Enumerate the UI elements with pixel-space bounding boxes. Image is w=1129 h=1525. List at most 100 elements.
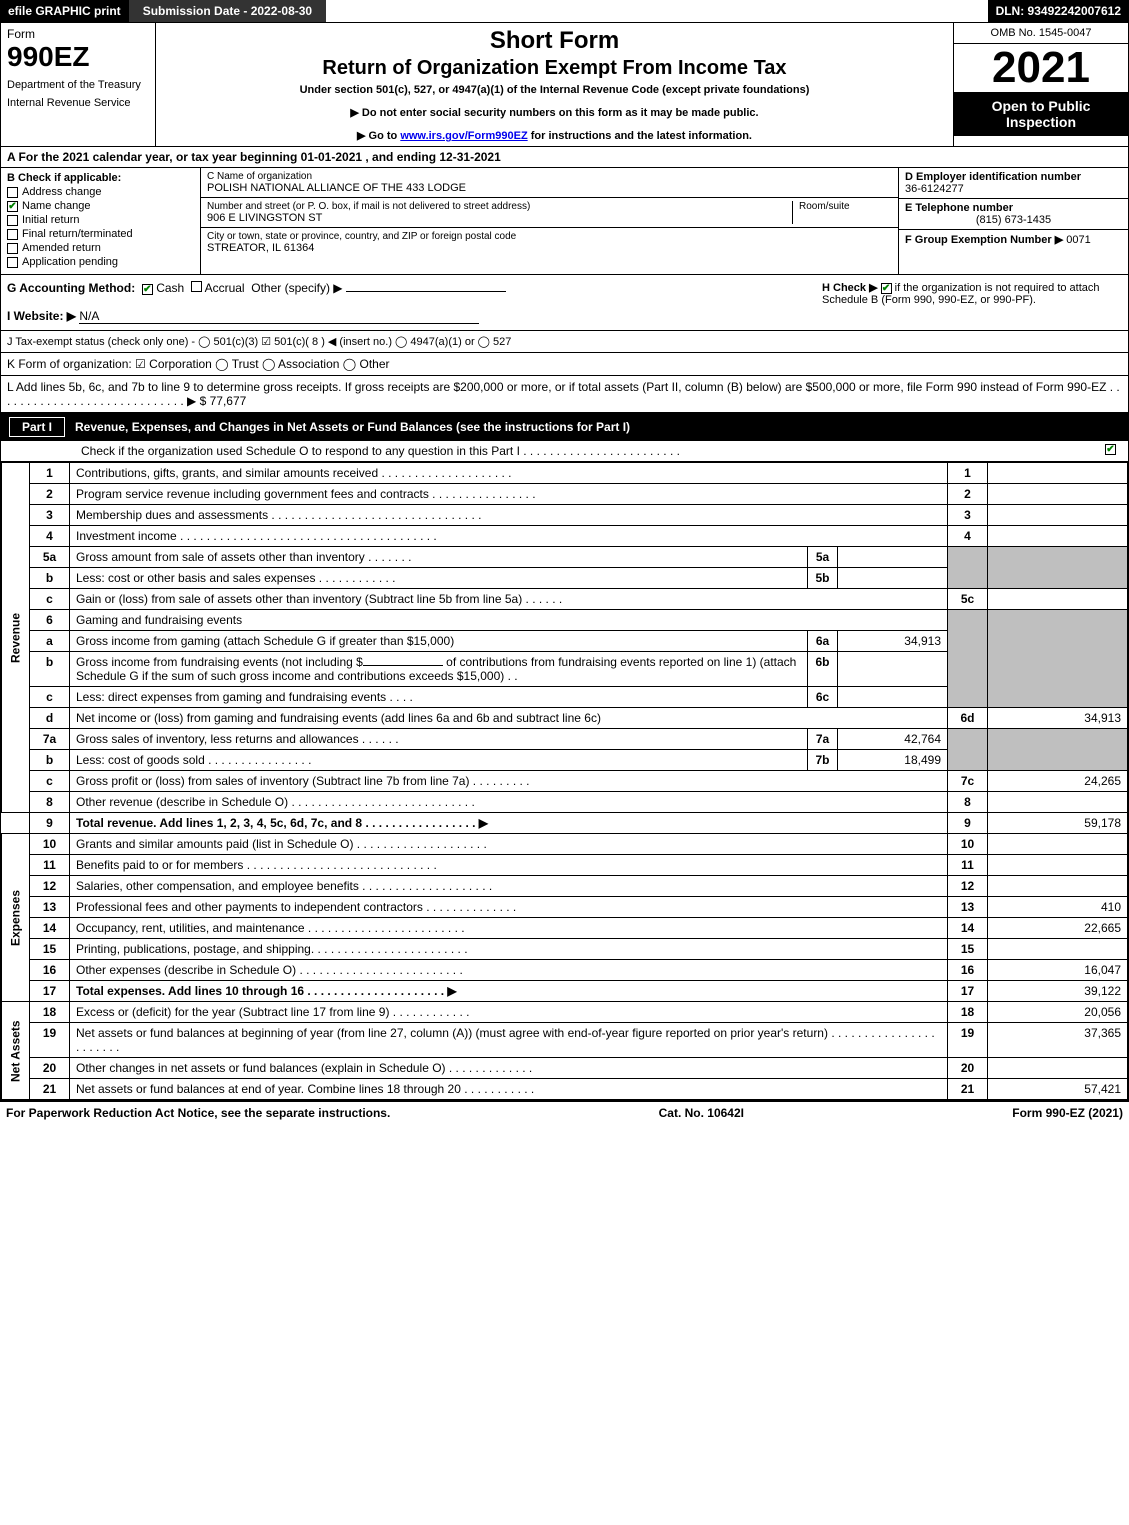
amt-9: 59,178 <box>988 813 1128 834</box>
dept1: Department of the Treasury <box>7 79 149 91</box>
form-body: Form 990EZ Department of the Treasury In… <box>0 22 1129 1101</box>
dln-label: DLN: 93492242007612 <box>988 0 1129 22</box>
section-j: J Tax-exempt status (check only one) - ◯… <box>1 331 1128 353</box>
line7b: Less: cost of goods sold . . . . . . . .… <box>70 750 808 771</box>
amt-7a: 42,764 <box>838 729 948 750</box>
line21: Net assets or fund balances at end of ye… <box>70 1079 948 1100</box>
open-to-public: Open to Public Inspection <box>954 92 1128 136</box>
line6c: Less: direct expenses from gaming and fu… <box>70 687 808 708</box>
line13: Professional fees and other payments to … <box>70 897 948 918</box>
line20: Other changes in net assets or fund bala… <box>70 1058 948 1079</box>
line19: Net assets or fund balances at beginning… <box>70 1023 948 1058</box>
lines-table: Revenue 1Contributions, gifts, grants, a… <box>1 462 1128 1100</box>
line11: Benefits paid to or for members . . . . … <box>70 855 948 876</box>
g-other: Other (specify) ▶ <box>251 281 342 295</box>
line8: Other revenue (describe in Schedule O) .… <box>70 792 948 813</box>
d-ein: 36-6124277 <box>905 183 1122 195</box>
header-left: Form 990EZ Department of the Treasury In… <box>1 23 156 146</box>
line5b: Less: cost or other basis and sales expe… <box>70 568 808 589</box>
title-shortform: Short Form <box>162 27 947 55</box>
d-grp: 0071 <box>1066 234 1090 246</box>
line7c: Gross profit or (loss) from sales of inv… <box>70 771 948 792</box>
c-addr: 906 E LIVINGSTON ST <box>207 212 786 224</box>
section-bcd: B Check if applicable: Address change Na… <box>1 168 1128 275</box>
col-c: C Name of organization POLISH NATIONAL A… <box>201 168 898 274</box>
dept2: Internal Revenue Service <box>7 97 149 109</box>
side-netassets: Net Assets <box>2 1002 30 1100</box>
note-ssn: ▶ Do not enter social security numbers o… <box>162 106 947 119</box>
side-revenue: Revenue <box>2 463 30 813</box>
i-value: N/A <box>79 309 479 324</box>
c-city: STREATOR, IL 61364 <box>207 242 892 254</box>
line6d: Net income or (loss) from gaming and fun… <box>70 708 948 729</box>
line1: Contributions, gifts, grants, and simila… <box>70 463 948 484</box>
b-label: B Check if applicable: <box>7 172 194 184</box>
g-other-input[interactable] <box>346 291 506 292</box>
g-cash-check[interactable] <box>142 284 153 295</box>
line15: Printing, publications, postage, and shi… <box>70 939 948 960</box>
note2-pre: ▶ Go to <box>357 130 400 142</box>
part1-check[interactable] <box>1105 444 1116 455</box>
c-name-label: C Name of organization <box>207 171 892 182</box>
subtitle: Under section 501(c), 527, or 4947(a)(1)… <box>162 84 947 96</box>
amt-14: 22,665 <box>988 918 1128 939</box>
header-row: Form 990EZ Department of the Treasury In… <box>1 23 1128 147</box>
section-l: L Add lines 5b, 6c, and 7b to line 9 to … <box>1 376 1128 413</box>
c-addr-label: Number and street (or P. O. box, if mail… <box>207 201 786 212</box>
line5a: Gross amount from sale of assets other t… <box>70 547 808 568</box>
line18: Excess or (deficit) for the year (Subtra… <box>70 1002 948 1023</box>
amt-19: 37,365 <box>988 1023 1128 1058</box>
g-accrual-check[interactable] <box>191 281 202 292</box>
line5c: Gain or (loss) from sale of assets other… <box>70 589 948 610</box>
side-expenses: Expenses <box>2 834 30 1002</box>
chk-address-change[interactable]: Address change <box>7 186 194 198</box>
amt-13: 410 <box>988 897 1128 918</box>
irs-link[interactable]: www.irs.gov/Form990EZ <box>400 130 527 142</box>
line7a: Gross sales of inventory, less returns a… <box>70 729 808 750</box>
line6b: Gross income from fundraising events (no… <box>70 652 808 687</box>
col-d: D Employer identification number 36-6124… <box>898 168 1128 274</box>
amt-6d: 34,913 <box>988 708 1128 729</box>
omb-number: OMB No. 1545-0047 <box>954 23 1128 44</box>
part1-title: Revenue, Expenses, and Changes in Net As… <box>75 420 630 434</box>
footer-left: For Paperwork Reduction Act Notice, see … <box>6 1106 390 1120</box>
d-tel: (815) 673-1435 <box>905 214 1122 226</box>
line2: Program service revenue including govern… <box>70 484 948 505</box>
note2-post: for instructions and the latest informat… <box>528 130 752 142</box>
line4: Investment income . . . . . . . . . . . … <box>70 526 948 547</box>
header-right: OMB No. 1545-0047 2021 Open to Public In… <box>953 23 1128 146</box>
c-city-label: City or town, state or province, country… <box>207 231 892 242</box>
section-gh: G Accounting Method: Cash Accrual Other … <box>1 275 1128 331</box>
form-word: Form <box>7 27 149 41</box>
efile-label: efile GRAPHIC print <box>0 0 129 22</box>
chk-final-return[interactable]: Final return/terminated <box>7 228 194 240</box>
c-room-label: Room/suite <box>792 201 892 224</box>
line12: Salaries, other compensation, and employ… <box>70 876 948 897</box>
chk-amended-return[interactable]: Amended return <box>7 242 194 254</box>
amt-18: 20,056 <box>988 1002 1128 1023</box>
chk-name-change[interactable]: Name change <box>7 200 194 212</box>
footer-right: Form 990-EZ (2021) <box>1012 1106 1123 1120</box>
row-a-calendar: A For the 2021 calendar year, or tax yea… <box>1 147 1128 168</box>
form-name: 990EZ <box>7 41 149 73</box>
note-goto: ▶ Go to www.irs.gov/Form990EZ for instru… <box>162 129 947 142</box>
d-tel-label: E Telephone number <box>905 202 1122 214</box>
h-box: H Check ▶ if the organization is not req… <box>812 281 1122 324</box>
header-center: Short Form Return of Organization Exempt… <box>156 23 953 146</box>
c-name: POLISH NATIONAL ALLIANCE OF THE 433 LODG… <box>207 182 892 194</box>
amt-6a: 34,913 <box>838 631 948 652</box>
footer-mid: Cat. No. 10642I <box>659 1106 744 1120</box>
chk-application-pending[interactable]: Application pending <box>7 256 194 268</box>
section-k: K Form of organization: ☑ Corporation ◯ … <box>1 353 1128 376</box>
i-label: I Website: ▶ <box>7 309 76 323</box>
line6a: Gross income from gaming (attach Schedul… <box>70 631 808 652</box>
line6: Gaming and fundraising events <box>70 610 948 631</box>
g-cash: Cash <box>156 281 184 295</box>
chk-initial-return[interactable]: Initial return <box>7 214 194 226</box>
title-return: Return of Organization Exempt From Incom… <box>162 57 947 80</box>
d-grp-label: F Group Exemption Number ▶ <box>905 234 1066 246</box>
amt-17: 39,122 <box>988 981 1128 1002</box>
h-label: H Check ▶ <box>822 282 878 294</box>
tax-year: 2021 <box>954 44 1128 92</box>
h-check[interactable] <box>881 283 892 294</box>
